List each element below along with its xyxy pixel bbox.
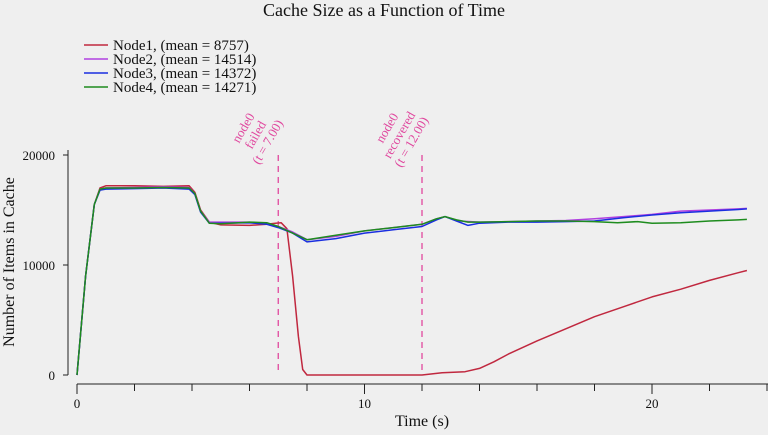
x-ticks: 0 10 20 bbox=[74, 384, 767, 411]
y-tick-label: 20000 bbox=[23, 148, 56, 163]
series-line-3 bbox=[77, 188, 747, 375]
x-tick-label: 20 bbox=[646, 396, 659, 411]
legend: Node1, (mean = 8757)Node2, (mean = 14514… bbox=[84, 38, 256, 96]
y-axis-label: Number of Items in Cache bbox=[1, 177, 18, 347]
y-ticks: 0 10000 20000 bbox=[23, 148, 69, 383]
annotation-label-1: node0failed(t = 7.00) bbox=[224, 103, 286, 167]
plot-lines bbox=[77, 186, 747, 375]
y-tick-label: 10000 bbox=[23, 258, 56, 273]
x-tick-label: 10 bbox=[358, 396, 371, 411]
x-tick-label: 0 bbox=[74, 396, 81, 411]
x-axis-label: Time (s) bbox=[395, 413, 449, 430]
chart-title: Cache Size as a Function of Time bbox=[263, 0, 505, 20]
legend-label: Node4, (mean = 14271) bbox=[113, 80, 256, 96]
y-tick-label: 0 bbox=[49, 368, 56, 383]
